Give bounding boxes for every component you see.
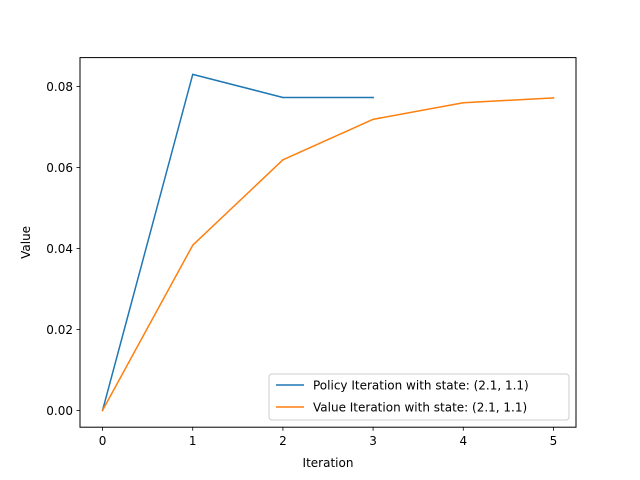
data-point-0-2 — [282, 96, 284, 99]
x-tick-label: 0 — [99, 434, 107, 448]
data-point-0-1 — [191, 73, 194, 76]
legend-label-policy-iteration: Policy Iteration with state: (2.1, 1.1) — [313, 379, 529, 393]
x-tick-label: 5 — [550, 434, 558, 448]
x-tick-label: 1 — [189, 434, 197, 448]
data-point-1-0 — [101, 409, 104, 412]
y-tick-label: 0.04 — [46, 242, 73, 256]
data-point-1-2 — [282, 159, 284, 161]
series-line-1 — [101, 97, 555, 412]
x-axis-label: Iteration — [303, 456, 354, 470]
x-tick-label: 2 — [279, 434, 287, 448]
data-point-1-4 — [462, 101, 465, 104]
y-axis-ticks: 0.00 0.02 0.04 0.06 0.08 — [46, 80, 80, 418]
x-axis-ticks: 0 1 2 3 4 5 — [99, 427, 558, 448]
data-point-0-3 — [372, 96, 374, 99]
legend-box — [268, 373, 570, 421]
legend-label-value-iteration: Value Iteration with state: (2.1, 1.1) — [313, 401, 527, 415]
y-tick-label: 0.00 — [46, 404, 73, 418]
y-tick-label: 0.06 — [46, 161, 73, 175]
series-line-0 — [101, 73, 374, 412]
plot-frame — [79, 57, 577, 428]
y-axis-label: Value — [19, 226, 33, 259]
data-point-1-5 — [552, 97, 555, 99]
y-tick-label: 0.02 — [46, 323, 73, 337]
x-tick-label: 4 — [459, 434, 467, 448]
series-layer — [101, 73, 555, 412]
data-point-1-1 — [191, 244, 194, 246]
legend: Policy Iteration with state: (2.1, 1.1) … — [268, 373, 570, 421]
data-point-1-3 — [372, 118, 374, 121]
x-tick-label: 3 — [369, 434, 377, 448]
y-tick-label: 0.08 — [46, 80, 73, 94]
